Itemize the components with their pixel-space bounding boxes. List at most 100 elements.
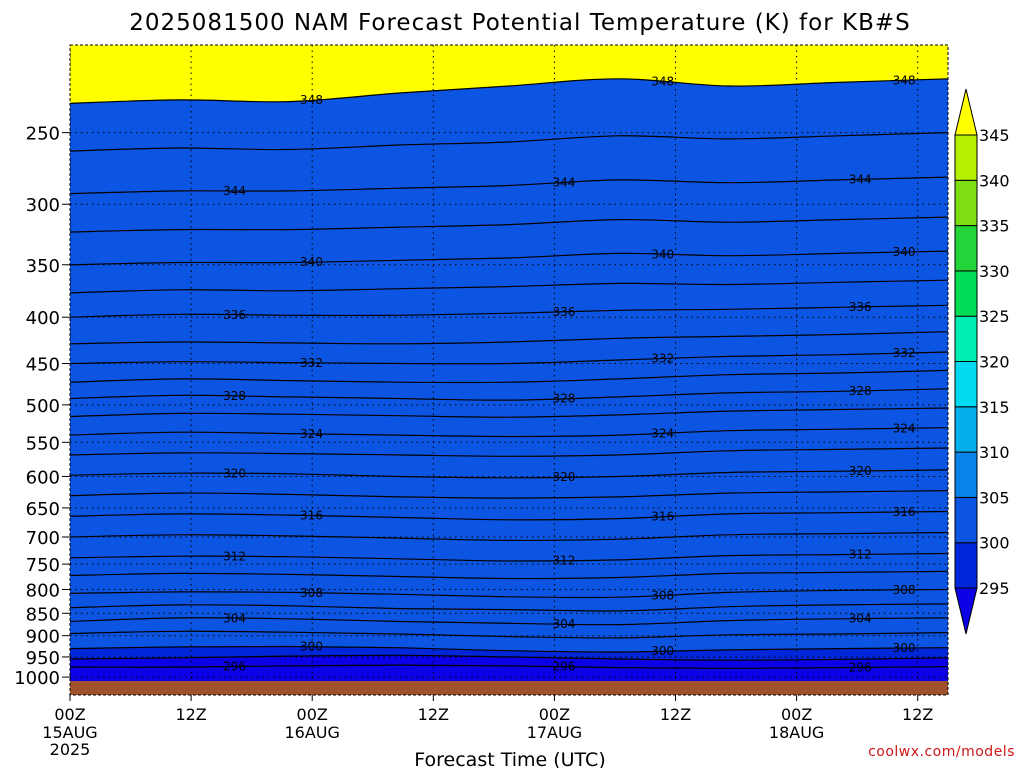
colorbar-label: 300 — [979, 534, 1010, 553]
contour-322 — [70, 447, 948, 457]
contour-334 — [70, 331, 948, 345]
contour-324 — [70, 427, 948, 438]
contour-328 — [70, 388, 948, 401]
contour-label-316: 316 — [651, 510, 674, 524]
contour-label-296: 296 — [849, 660, 872, 674]
x-tick-time: 12Z — [418, 705, 449, 724]
contour-label-296: 296 — [552, 660, 575, 674]
grid — [70, 45, 948, 681]
contour-298 — [70, 654, 948, 661]
contour-labels: 296 296 296 300 300 300 304 304 304 308 308 308 312 3… — [223, 73, 915, 674]
contour-label-324: 324 — [893, 421, 916, 435]
contour-label-312: 312 — [849, 547, 872, 561]
y-tick-label: 1000 — [14, 668, 60, 689]
colorbar-label: 340 — [979, 171, 1010, 190]
contour-338 — [70, 279, 948, 294]
contour-label-344: 344 — [223, 184, 246, 198]
contour-label-296: 296 — [223, 660, 246, 674]
contour-lines — [70, 78, 948, 670]
contour-label-320: 320 — [552, 470, 575, 484]
y-tick-label: 350 — [26, 256, 60, 277]
contour-label-300: 300 — [893, 641, 916, 655]
contour-332 — [70, 351, 948, 365]
contour-label-308: 308 — [300, 586, 323, 600]
contour-296 — [70, 664, 948, 670]
y-tick-label: 700 — [26, 528, 60, 549]
colorbar: 295 300 305 310 315 320 325 330 335 340 345 — [954, 88, 1010, 635]
contour-316 — [70, 510, 948, 521]
colorbar-label: 325 — [979, 307, 1010, 326]
contour-label-348: 348 — [651, 75, 674, 89]
contour-318 — [70, 490, 948, 499]
contour-label-344: 344 — [849, 172, 872, 186]
contour-label-328: 328 — [552, 392, 575, 406]
colorbar-label: 345 — [979, 126, 1010, 145]
contour-302 — [70, 630, 948, 639]
colorbar-top-arrow — [954, 88, 978, 136]
y-tick-label: 450 — [26, 354, 60, 375]
y-tick-label: 400 — [26, 308, 60, 329]
watermark-text: coolwx.com/models — [868, 744, 1015, 760]
contour-label-320: 320 — [223, 467, 246, 481]
contour-label-304: 304 — [552, 617, 575, 631]
colorbar-label: 335 — [979, 217, 1010, 236]
contour-label-348: 348 — [300, 93, 323, 107]
y-tick-label: 550 — [26, 433, 60, 454]
contour-340 — [70, 250, 948, 266]
colorbar-label: 305 — [979, 488, 1010, 507]
contour-344 — [70, 176, 948, 195]
contour-label-316: 316 — [300, 509, 323, 523]
x-tick-time: 12Z — [902, 705, 933, 724]
contour-304 — [70, 617, 948, 626]
colorbar-box — [954, 406, 978, 453]
y-tick-label: 250 — [26, 124, 60, 145]
y-tick-label: 950 — [26, 648, 60, 669]
y-tick-label: 900 — [26, 627, 60, 648]
contour-label-340: 340 — [651, 247, 674, 261]
contour-label-340: 340 — [300, 255, 323, 269]
plot-border — [69, 44, 949, 696]
contour-label-312: 312 — [223, 549, 246, 563]
contour-label-300: 300 — [300, 640, 323, 654]
contour-label-348: 348 — [893, 73, 916, 87]
contour-label-336: 336 — [552, 305, 575, 319]
contour-310 — [70, 570, 948, 580]
contour-label-316: 316 — [893, 505, 916, 519]
contour-300 — [70, 645, 948, 653]
colorbar-label: 330 — [979, 262, 1010, 281]
colorbar-box — [954, 496, 978, 544]
contour-label-328: 328 — [223, 389, 246, 403]
y-tick-label: 600 — [26, 467, 60, 488]
x-tick-date: 15AUG — [42, 723, 97, 742]
x-axis-label: Forecast Time (UTC) — [414, 749, 605, 768]
contour-label-332: 332 — [893, 346, 916, 360]
contour-342 — [70, 216, 948, 233]
contour-314 — [70, 531, 948, 542]
y-tick-label: 650 — [26, 499, 60, 520]
contour-label-300: 300 — [651, 644, 674, 658]
colorbar-box — [954, 270, 978, 317]
x-tick-time: 12Z — [175, 705, 206, 724]
contour-label-320: 320 — [849, 464, 872, 478]
x-tick-date: 18AUG — [769, 723, 824, 742]
colorbar-label: 315 — [979, 398, 1010, 417]
contour-348 — [70, 78, 948, 104]
x-tick-year: 2025 — [50, 740, 91, 759]
plot-area: 296 296 296 300 300 300 304 304 304 308 308 308 312 3… — [69, 44, 949, 696]
x-tick-date: 17AUG — [527, 723, 582, 742]
contour-330 — [70, 369, 948, 384]
contour-label-312: 312 — [552, 553, 575, 567]
x-tick-time: 00Z — [54, 705, 85, 724]
contour-label-304: 304 — [849, 612, 872, 626]
x-tick-time: 12Z — [660, 705, 691, 724]
ground-strip — [70, 681, 948, 695]
contour-label-332: 332 — [651, 352, 674, 366]
colorbar-box — [954, 542, 978, 589]
filled-bands — [70, 45, 948, 681]
contour-306 — [70, 603, 948, 612]
contour-label-332: 332 — [300, 356, 323, 370]
contour-312 — [70, 552, 948, 562]
